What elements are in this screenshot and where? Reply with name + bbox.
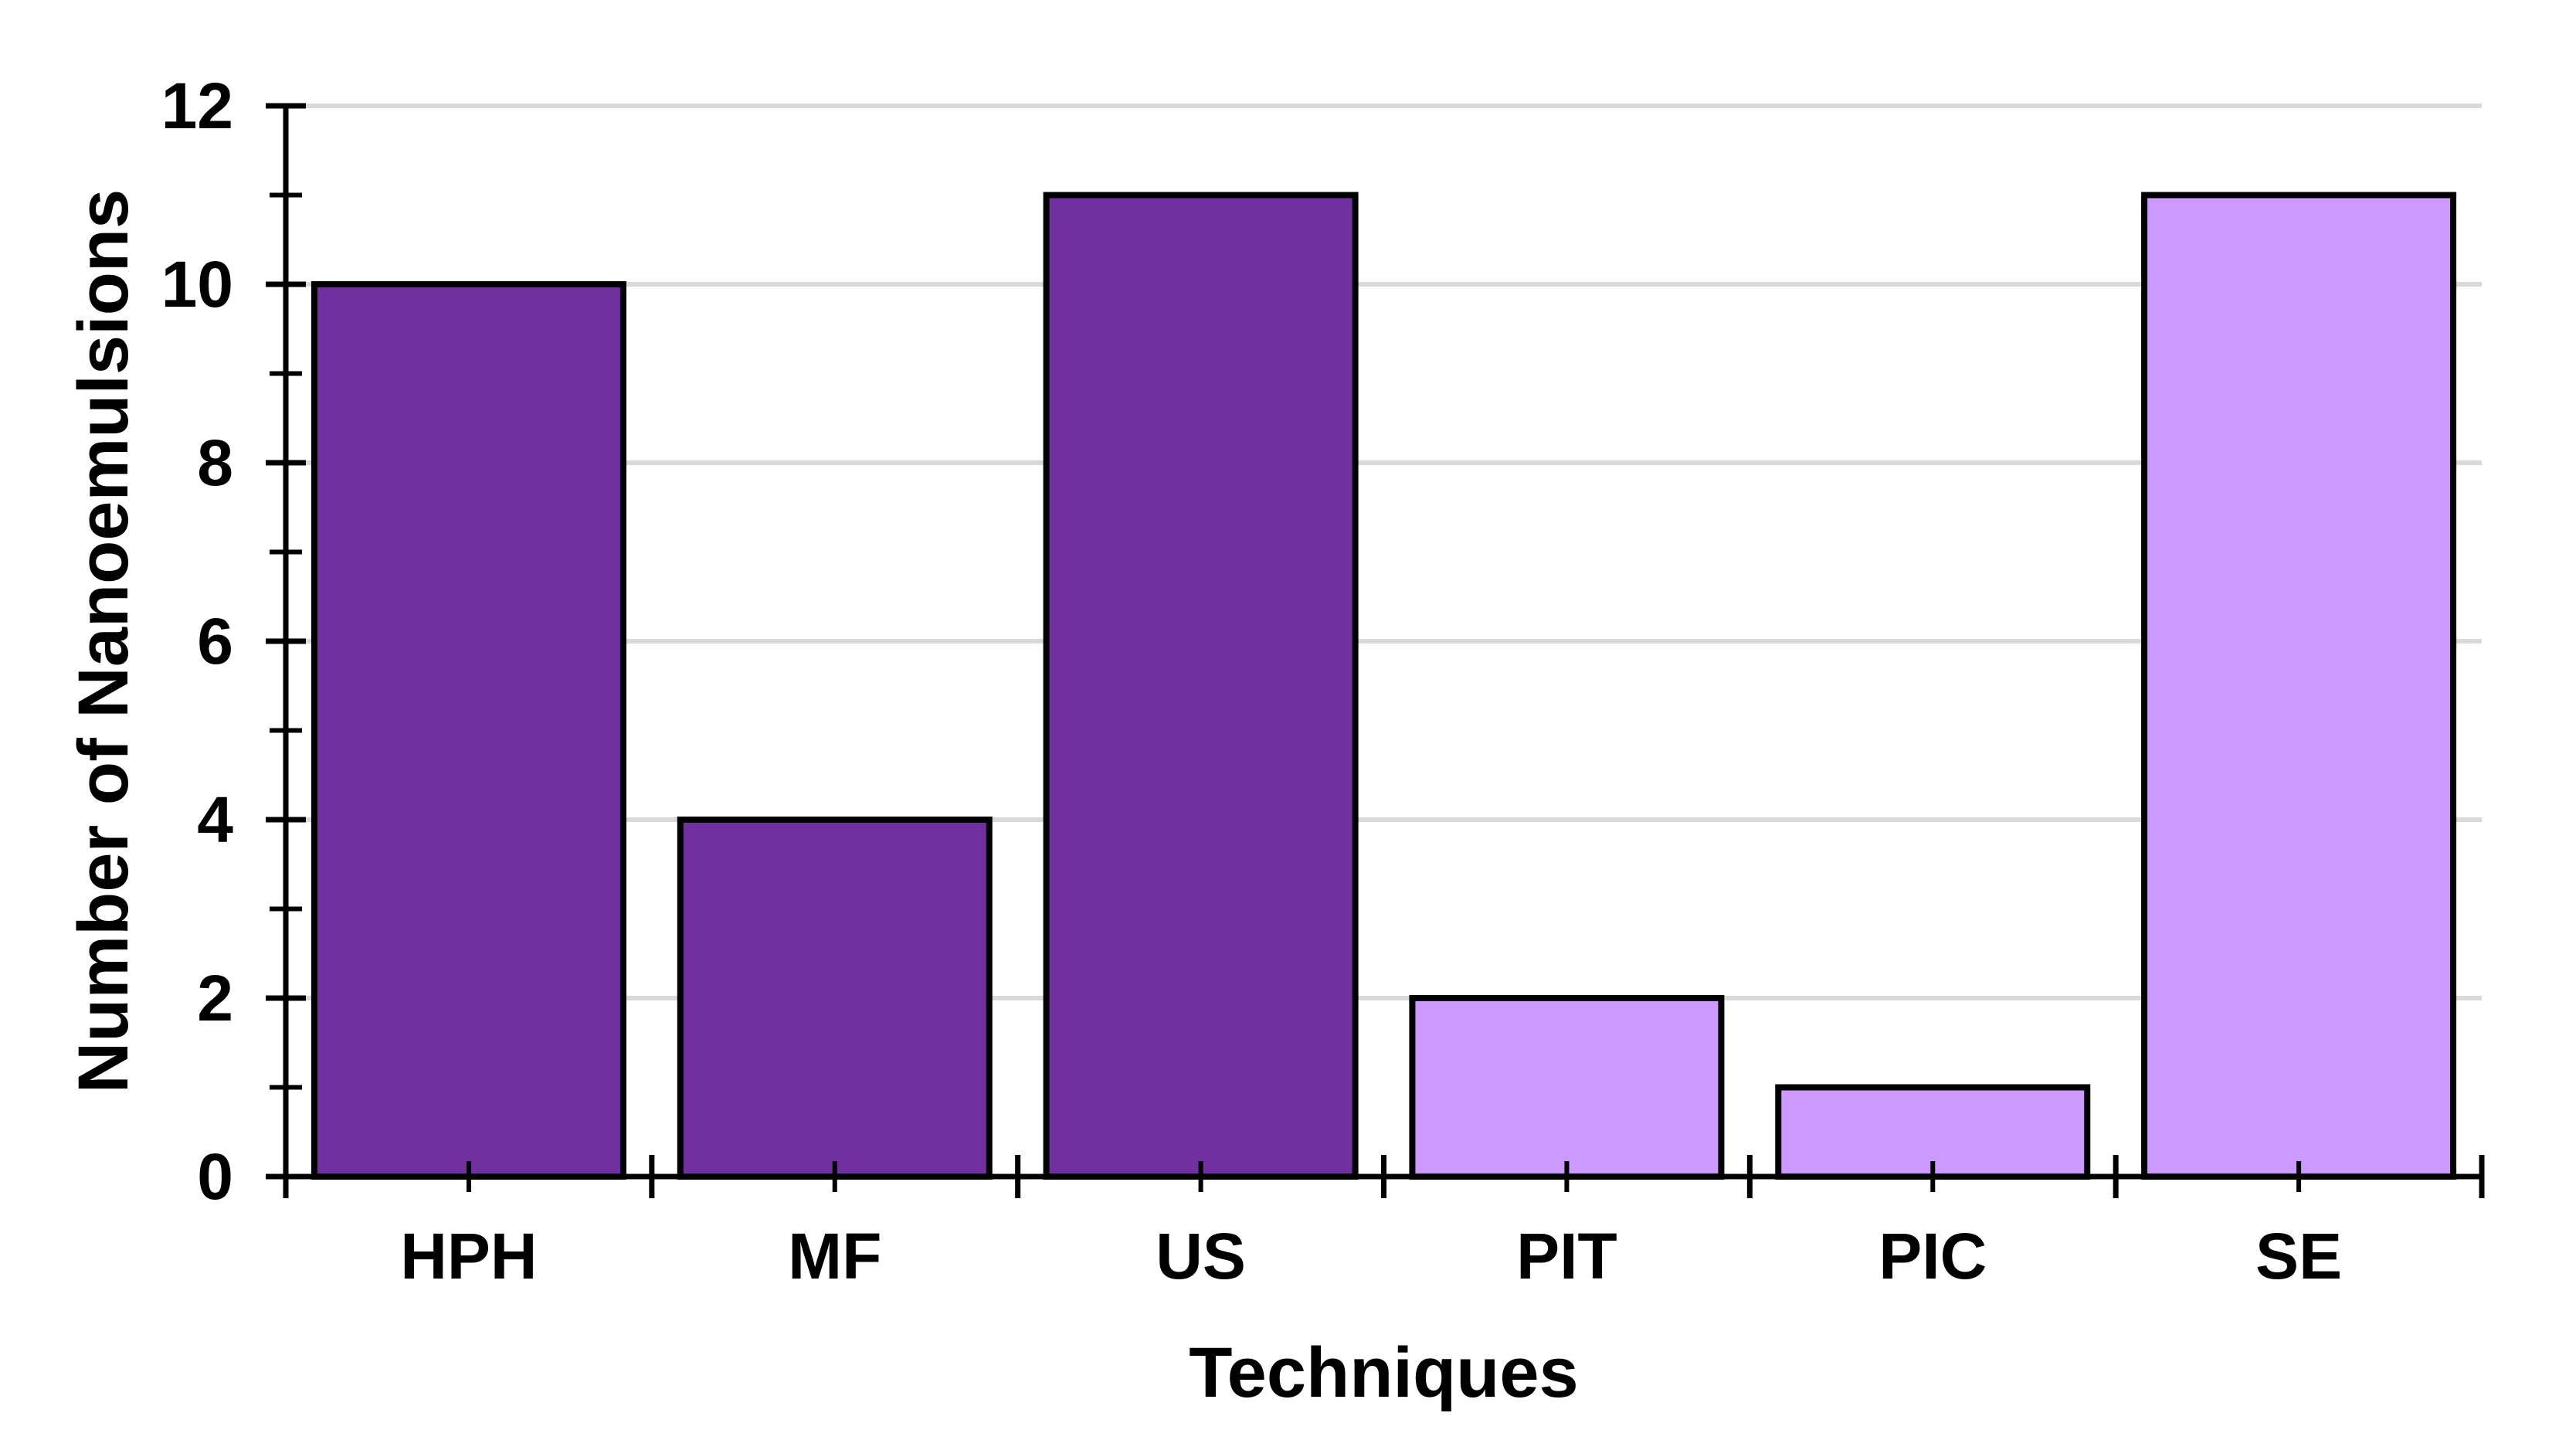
bars: [311, 192, 2457, 1180]
x-tick-labels: HPH MF US PIT PIC SE: [400, 1220, 2342, 1292]
y-tick-label-4: 4: [197, 783, 233, 856]
y-tick-label-2: 2: [197, 962, 233, 1034]
axes-and-ticks: [266, 103, 2485, 1198]
x-tick-label-HPH: HPH: [400, 1220, 537, 1292]
x-tick-label-SE: SE: [2255, 1220, 2342, 1292]
bar-PIT: [1409, 995, 1725, 1180]
y-tick-label-0: 0: [197, 1140, 233, 1213]
bar-MF: [677, 817, 993, 1180]
bar-US: [1043, 192, 1359, 1180]
y-tick-label-10: 10: [161, 248, 233, 321]
bar-SE: [2141, 192, 2457, 1180]
y-tick-label-6: 6: [197, 605, 233, 678]
x-axis-title: Techniques: [1189, 1333, 1578, 1412]
y-tick-label-8: 8: [197, 426, 233, 499]
x-tick-label-US: US: [1156, 1220, 1246, 1292]
y-axis-title: Number of Nanoemulsions: [64, 189, 143, 1094]
gridlines: [286, 104, 2482, 1000]
y-tick-label-12: 12: [161, 70, 233, 142]
x-tick-label-PIT: PIT: [1516, 1220, 1617, 1292]
bar-HPH: [311, 281, 626, 1180]
x-tick-label-MF: MF: [788, 1220, 881, 1292]
x-tick-label-PIC: PIC: [1879, 1220, 1987, 1292]
y-tick-labels: 0 2 4 6 8 10 12: [161, 70, 234, 1213]
